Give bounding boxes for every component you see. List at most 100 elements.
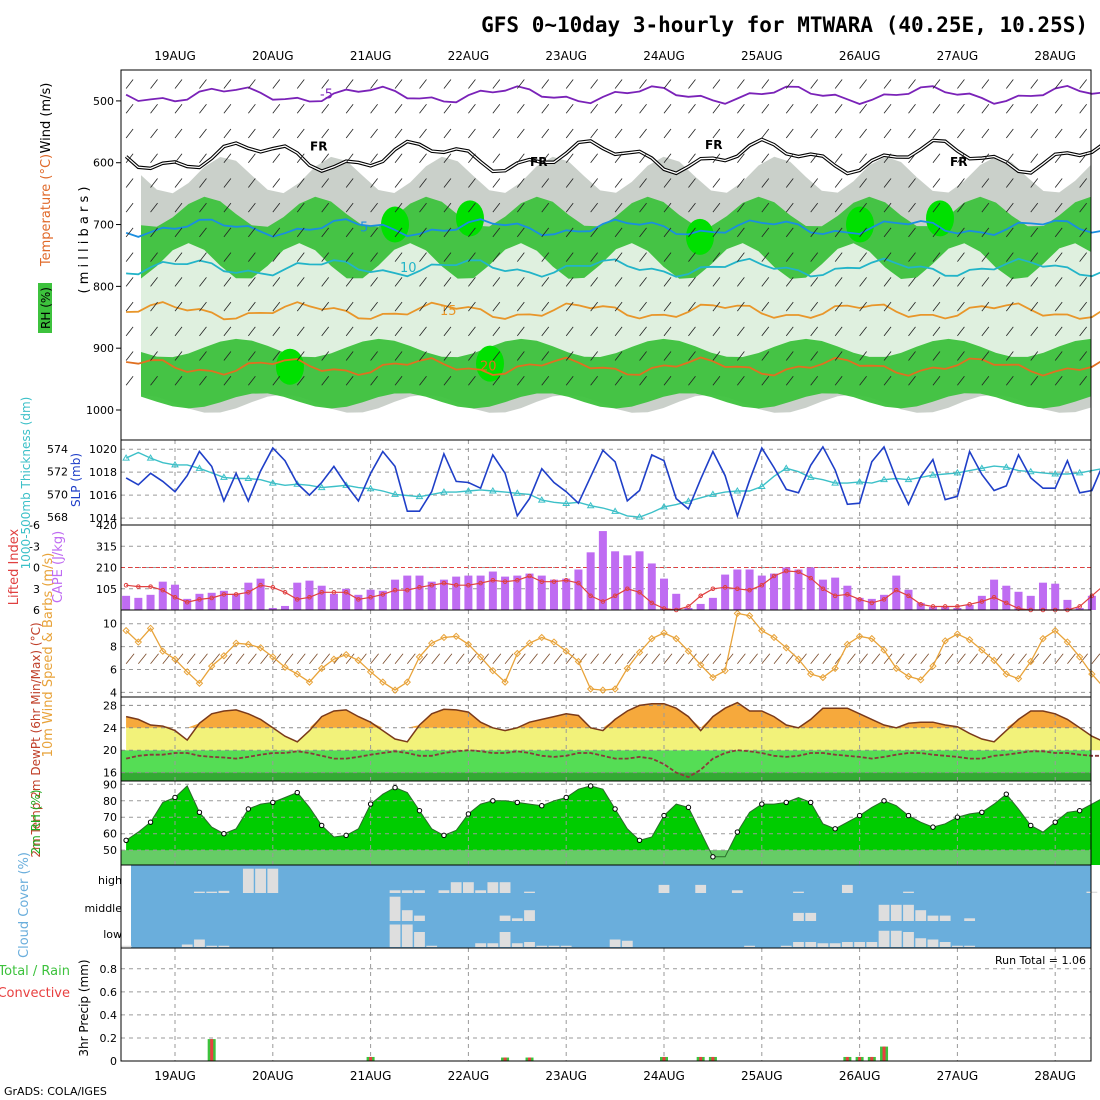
cloud-high-bar (903, 891, 914, 893)
lifted-index-marker (686, 604, 691, 609)
ua-wind-barb (932, 326, 941, 337)
ua-wind-barb (174, 128, 183, 139)
cloud-middle-bar (927, 915, 939, 921)
thickness-marker (611, 507, 619, 514)
ua-wind-barb (296, 301, 305, 312)
ua-wind-barb (516, 178, 525, 188)
ua-wind-barb (468, 351, 476, 361)
ua-wind-barb (565, 227, 574, 238)
cloud-middle-bar (524, 910, 535, 921)
cape-bar (635, 551, 644, 610)
lifted-index-marker (1004, 600, 1009, 606)
wind10m-barb (639, 653, 648, 665)
wind10m-barb (602, 653, 612, 665)
freezing-level-inner (125, 138, 1100, 175)
wind10m-marker (440, 633, 448, 642)
cape-bar (1038, 582, 1047, 610)
thickness-marker (929, 471, 937, 478)
ua-wind-barb (345, 252, 354, 262)
rh-marker (1028, 822, 1034, 829)
cape-tick-1: 210 (96, 562, 117, 575)
lifted-index-marker (307, 594, 312, 600)
bottom-date-4: 23AUG (545, 1069, 587, 1083)
ua-wind-barb (248, 202, 256, 213)
bottom-date-3: 22AUG (448, 1069, 490, 1083)
ua-wind-barb (785, 202, 794, 213)
thickness-marker (293, 480, 302, 487)
cape-bar (415, 575, 424, 610)
ua-wind-barb (859, 252, 867, 262)
lifted-index-marker (832, 593, 838, 599)
cloud-low-bar (915, 938, 927, 947)
ua-wind-barb (370, 326, 378, 337)
ua-wind-barb (908, 128, 916, 139)
isotherm-15 (126, 301, 1100, 321)
wind10m-marker (452, 632, 460, 641)
ua-wind-barb (174, 277, 183, 287)
wind10m-marker (892, 664, 900, 673)
cape-bar (1051, 583, 1060, 610)
lifted-index-marker (515, 577, 520, 583)
bottom-date-1: 20AUG (252, 1069, 294, 1083)
ua-wind-barb (1030, 301, 1039, 312)
precip-tick-1: 0.2 (100, 1032, 118, 1045)
wind10m-marker (464, 640, 473, 649)
ua-wind-barb (834, 202, 843, 213)
ua-wind-barb (737, 104, 745, 114)
wind10m-barb (1067, 653, 1076, 665)
ua-wind-barb (1079, 252, 1087, 262)
ua-wind-barb (639, 178, 647, 188)
ua-wind-barb (296, 202, 305, 213)
ua-wind-barb (443, 202, 452, 213)
wind10m-marker (721, 666, 729, 675)
cape-bar (329, 593, 338, 610)
cloud-low-bar (194, 939, 205, 947)
cape-bar (818, 579, 827, 610)
ua-wind-barb (859, 178, 867, 188)
top-date-6: 25AUG (741, 49, 783, 63)
cape-bar (708, 597, 717, 610)
ua-wind-barb (492, 277, 501, 287)
wind10m-barb (675, 653, 685, 665)
ua-wind-barb (761, 153, 770, 163)
ua-wind-barb (199, 153, 207, 163)
ua-wind-barb (590, 326, 598, 337)
top-date-0: 19AUG (154, 49, 196, 63)
lifted-index-marker (123, 582, 129, 588)
temp-tick-0: 16 (103, 767, 117, 780)
wind10m-marker (1039, 634, 1047, 643)
ua-wind-barb (125, 104, 134, 114)
ua-wind-barb (663, 128, 672, 139)
ua-wind-barb (345, 202, 354, 213)
wind10m-barb (871, 653, 881, 665)
ua-wind-barb (1079, 178, 1087, 188)
wind10m-marker (990, 656, 998, 665)
ua-wind-barb (199, 202, 207, 213)
ua-wind-barb (737, 326, 745, 337)
lifted-index-marker (136, 584, 141, 589)
cloud-low-bar (218, 945, 230, 947)
ua-wind-barb (810, 79, 819, 89)
cloud-high-bar (731, 890, 743, 893)
lifted-index-marker (991, 594, 997, 600)
ua-wind-barb (663, 326, 672, 337)
wind10m-marker (489, 666, 497, 675)
ua-wind-barb (492, 252, 501, 262)
wind10m-barb (284, 653, 294, 665)
ua-wind-barb (370, 79, 378, 89)
cloud-low-bar (206, 945, 218, 947)
cloud-high-bar (194, 891, 205, 893)
wind10m-barb (700, 653, 709, 665)
ua-wind-barb (223, 301, 232, 312)
wind10m-line (125, 612, 1100, 691)
ua-wind-barb (663, 227, 672, 238)
ua-wind-barb (125, 178, 134, 188)
ua-wind-barb (296, 104, 305, 114)
ua-wind-barb (590, 79, 598, 89)
wind10m-barb (627, 653, 636, 665)
ua-wind-barb (639, 376, 647, 386)
wind10m-marker (978, 646, 986, 654)
ua-wind-barb (565, 104, 574, 114)
wind10m-barb (1042, 653, 1052, 665)
wind10m-barb (492, 653, 502, 665)
